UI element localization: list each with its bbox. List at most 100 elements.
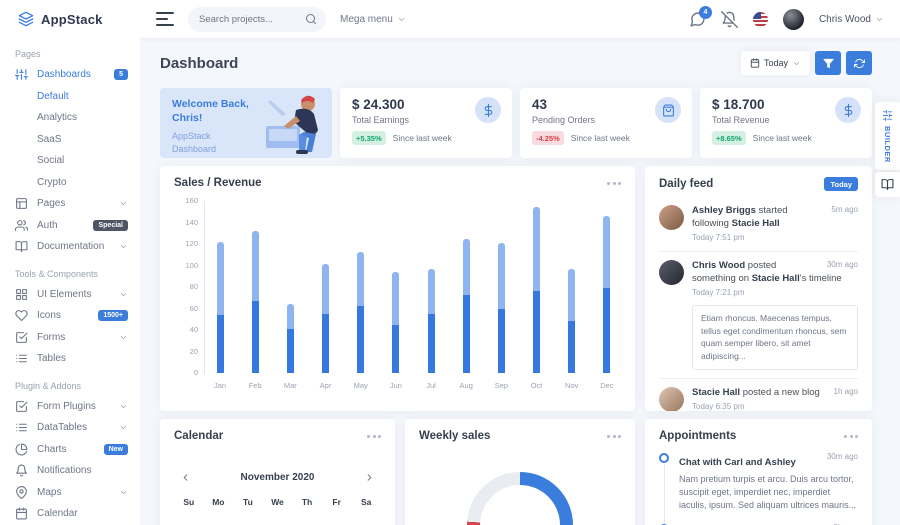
sidebar-item-forms[interactable]: Forms [0, 327, 140, 349]
bar-segment-light [533, 207, 541, 292]
calendar-prev-icon[interactable] [180, 472, 191, 483]
notification-count-badge: 4 [698, 5, 712, 19]
sales-revenue-chart: 0 20 40 60 80 100 120 140 160 Jan Feb Mar Apr May Jun… [174, 196, 619, 401]
documentation-tab-button[interactable] [875, 172, 900, 197]
bar[interactable] [216, 241, 224, 373]
feed-date: Today 6:35 pm [692, 401, 745, 411]
book-open-icon [881, 179, 894, 190]
chart-title: Sales / Revenue [174, 177, 262, 189]
dollar-sign-icon [484, 103, 492, 117]
filter-button[interactable] [815, 51, 841, 75]
bar[interactable] [533, 207, 541, 373]
bar[interactable] [392, 271, 400, 373]
avatar [659, 205, 684, 230]
sidebar-item-label: Default [37, 90, 69, 102]
sidebar: AppStack Pages Dashboards 5 Default Analytic… [0, 0, 140, 525]
bar[interactable] [462, 238, 470, 373]
today-dropdown-button[interactable]: Today [740, 51, 810, 75]
sidebar-item-default[interactable]: Default [0, 86, 140, 108]
appointment-text: Nam pretium turpis et arcu. Duis arcu to… [679, 474, 857, 511]
sidebar-item-tables[interactable]: Tables [0, 348, 140, 370]
sidebar-item-documentation[interactable]: Documentation [0, 236, 140, 258]
more-options-icon[interactable] [844, 434, 858, 438]
sliders-icon [15, 69, 28, 81]
x-axis-label: Apr [319, 381, 332, 390]
sidebar-item-crypto[interactable]: Crypto [0, 172, 140, 194]
bar-segment-dark [533, 291, 541, 373]
more-options-icon[interactable] [367, 434, 381, 438]
feed-text: 30m ago Chris Wood posted something on St… [692, 260, 858, 285]
chevron-down-icon [120, 404, 127, 408]
stat-icon-circle [655, 97, 681, 123]
sidebar-item-datatables[interactable]: DataTables [0, 417, 140, 439]
bar[interactable] [427, 268, 435, 373]
map-pin-icon [16, 485, 27, 499]
y-axis-tick: 40 [189, 325, 198, 334]
feed-quote: Etiam rhoncus. Maecenas tempus, tellus e… [692, 304, 858, 370]
bar-segment-light [427, 268, 435, 314]
sidebar-item-maps[interactable]: Maps [0, 482, 140, 504]
bar-segment-dark [497, 308, 505, 373]
more-options-icon[interactable] [607, 181, 621, 185]
sidebar-item-calendar[interactable]: Calendar [0, 503, 140, 525]
chevron-down-icon [793, 61, 800, 65]
stat-label: Total Revenue [712, 115, 770, 125]
user-menu[interactable]: Chris Wood [819, 14, 884, 25]
sidebar-item-icons[interactable]: Icons 1500+ [0, 305, 140, 327]
sidebar-item-dashboards[interactable]: Dashboards 5 [0, 64, 140, 86]
search-input[interactable] [188, 6, 326, 32]
sidebar-item-label: Icons [37, 310, 61, 322]
bar[interactable] [286, 304, 294, 373]
calendar-day-header: Tu [243, 497, 253, 507]
sidebar-item-charts[interactable]: Charts New [0, 439, 140, 461]
language-flag-icon[interactable] [752, 11, 768, 27]
bar-segment-light [286, 304, 294, 329]
filter-icon [822, 58, 834, 68]
hamburger-menu-icon[interactable] [156, 12, 174, 26]
bar[interactable] [322, 264, 330, 373]
sidebar-item-ui-elements[interactable]: UI Elements [0, 284, 140, 306]
sidebar-item-form-plugins[interactable]: Form Plugins [0, 396, 140, 418]
bar[interactable] [251, 231, 259, 373]
calendar-month-label: November 2020 [240, 472, 315, 483]
mega-menu[interactable]: Mega menu [340, 14, 406, 25]
sidebar-item-auth[interactable]: Auth Special [0, 215, 140, 237]
brand[interactable]: AppStack [0, 0, 140, 38]
notifications-button[interactable] [720, 10, 738, 28]
sidebar-item-social[interactable]: Social [0, 150, 140, 172]
main-content: Dashboard Today [140, 38, 900, 525]
sidebar-item-saas[interactable]: SaaS [0, 129, 140, 151]
bar[interactable] [497, 242, 505, 373]
shopping-bag-icon [662, 104, 674, 116]
sidebar-item-label: Tables [37, 353, 66, 365]
bar[interactable] [357, 251, 365, 373]
weekly-sales-title: Weekly sales [419, 430, 491, 442]
bar-segment-dark [427, 313, 435, 373]
sidebar-item-pages[interactable]: Pages [0, 193, 140, 215]
appointments-card: Appointments 30m ago Chat with Carl and A… [645, 419, 872, 525]
mega-menu-label: Mega menu [340, 13, 393, 25]
x-axis-label: Feb [248, 381, 262, 390]
bar-segment-light [392, 271, 400, 325]
messages-button[interactable]: 4 [689, 5, 712, 28]
user-avatar[interactable] [782, 8, 804, 30]
calendar-day-header: Mo [212, 497, 225, 507]
bar[interactable] [568, 268, 576, 373]
refresh-button[interactable] [846, 51, 872, 75]
more-options-icon[interactable] [607, 434, 621, 438]
x-axis-label: Aug [459, 381, 473, 390]
sidebar-item-notifications[interactable]: Notifications [0, 460, 140, 482]
y-axis-tick: 160 [185, 196, 198, 205]
welcome-subtitle: AppStack Dashboard [172, 131, 217, 154]
chevron-down-icon [120, 490, 127, 494]
builder-tab-button[interactable]: BUILDER [875, 102, 900, 170]
feed-body: 30m ago Chris Wood posted something on St… [692, 260, 858, 370]
sidebar-item-analytics[interactable]: Analytics [0, 107, 140, 129]
sidebar-item-label: Form Plugins [37, 400, 96, 412]
builder-label: BUILDER [883, 126, 892, 163]
calendar-card: Calendar November 2020 Su Mo Tu We Th Fr Sa [160, 419, 395, 525]
bar[interactable] [603, 216, 611, 373]
appointment-title: Chat with Carl and Ashley [679, 457, 796, 468]
sidebar-item-label: Maps [37, 486, 62, 498]
calendar-next-icon[interactable] [364, 472, 375, 483]
